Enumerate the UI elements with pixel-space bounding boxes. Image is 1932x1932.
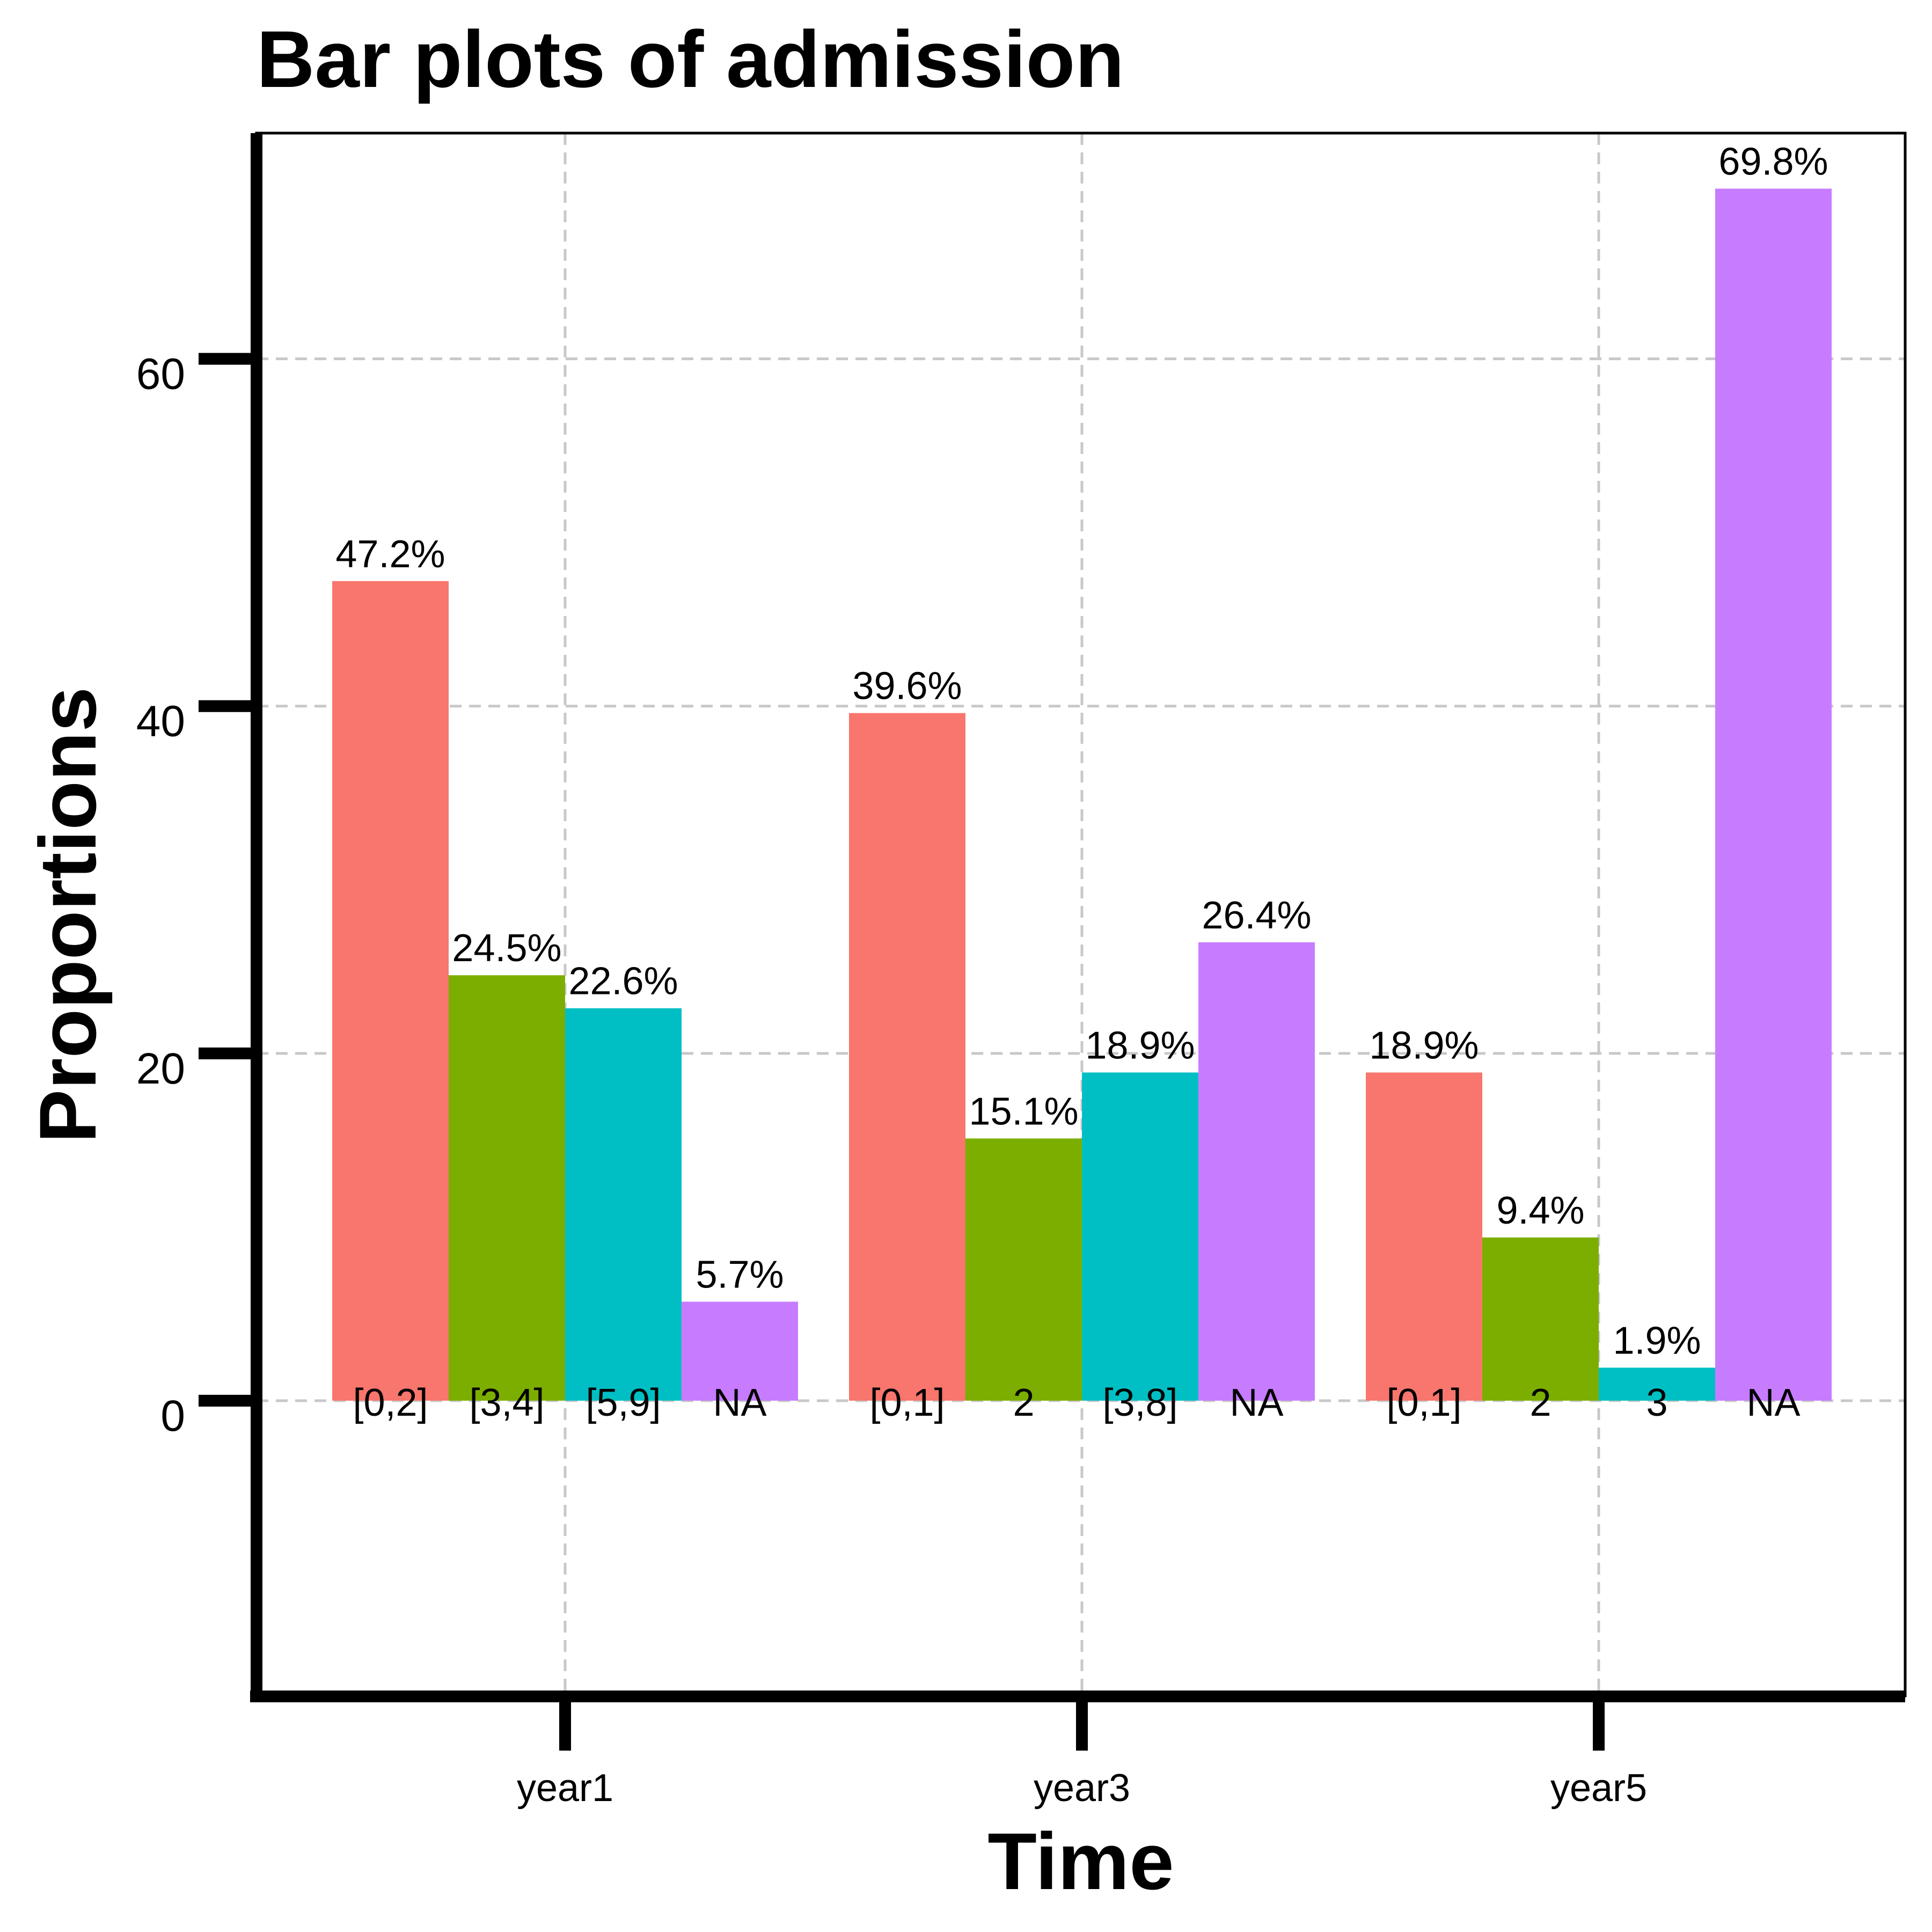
grid-lines — [257, 133, 1905, 1696]
bar — [965, 1138, 1082, 1401]
y-axis-title: Proportions — [23, 687, 113, 1143]
bar-value-label: 47.2% — [335, 533, 445, 576]
bar-value-label: 39.6% — [852, 665, 962, 708]
bar-value-label: 5.7% — [696, 1254, 784, 1297]
bar-value-label: 26.4% — [1202, 894, 1311, 937]
bar — [1715, 188, 1832, 1401]
bar-category-label: NA — [1746, 1381, 1800, 1424]
bar-category-label: 2 — [1529, 1381, 1551, 1424]
bars — [332, 188, 1832, 1401]
bar-value-label: 1.9% — [1613, 1319, 1701, 1362]
bar — [1366, 1072, 1482, 1401]
x-tick-label: year1 — [517, 1767, 613, 1810]
bar-labels: 47.2% [0,2] 24.5% [3,4] 22.6% [5,9] 5.7% NA 39.6… — [335, 141, 1828, 1424]
bar — [849, 713, 965, 1401]
bar-value-label: 24.5% — [452, 927, 561, 970]
bar — [1599, 1367, 1715, 1401]
bar-category-label: [3,8] — [1102, 1381, 1177, 1424]
bar — [1198, 942, 1315, 1401]
bar-value-label: 18.9% — [1369, 1024, 1479, 1067]
y-axis: 0 20 40 60 — [136, 350, 257, 1440]
bar-category-label: [3,4] — [469, 1381, 544, 1424]
bar — [1082, 1072, 1198, 1401]
y-tick-label: 60 — [136, 350, 185, 399]
bar — [682, 1301, 798, 1401]
bar-value-label: 9.4% — [1496, 1189, 1584, 1232]
y-tick-label: 20 — [136, 1044, 185, 1093]
bar-category-label: [0,1] — [869, 1381, 945, 1424]
bar-value-label: 22.6% — [568, 960, 678, 1003]
bar-category-label: [5,9] — [586, 1381, 661, 1424]
chart-title: Bar plots of admission — [257, 14, 1124, 104]
bar-category-label: 2 — [1013, 1381, 1034, 1424]
y-tick-label: 0 — [160, 1392, 185, 1440]
bar-value-label: 69.8% — [1718, 141, 1828, 184]
bar — [332, 581, 449, 1401]
bar-category-label: NA — [1230, 1381, 1283, 1424]
y-tick-label: 40 — [136, 697, 185, 746]
x-axis-title: Time — [987, 1816, 1174, 1906]
bar-category-label: [0,1] — [1386, 1381, 1461, 1424]
bar-value-label: 15.1% — [969, 1090, 1078, 1133]
x-tick-label: year5 — [1550, 1767, 1647, 1810]
x-tick-label: year3 — [1034, 1767, 1130, 1810]
bar — [449, 975, 565, 1401]
bar-category-label: NA — [713, 1381, 766, 1424]
bar-category-label: [0,2] — [353, 1381, 428, 1424]
x-axis: year1 year3 year5 — [517, 1696, 1647, 1810]
bar-value-label: 18.9% — [1085, 1024, 1195, 1067]
bar-category-label: 3 — [1646, 1381, 1667, 1424]
bar — [565, 1008, 682, 1401]
bar — [1482, 1237, 1599, 1401]
